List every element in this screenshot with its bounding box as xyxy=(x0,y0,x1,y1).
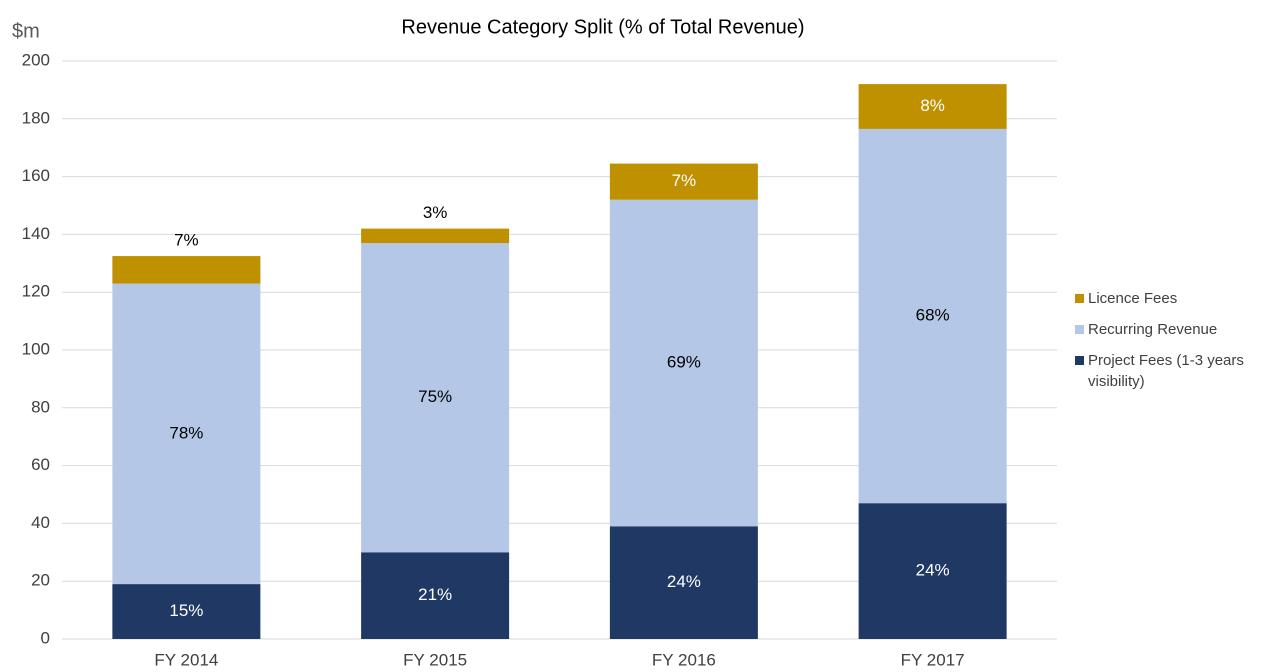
data-label: 3% xyxy=(423,203,448,222)
legend-label: Recurring Revenue xyxy=(1088,321,1218,338)
x-tick-label: FY 2014 xyxy=(154,650,218,669)
bar-segment xyxy=(112,584,261,639)
y-tick-label: 140 xyxy=(22,224,50,243)
data-label: 24% xyxy=(916,561,950,580)
legend-label: Project Fees (1-3 years visibility) xyxy=(1088,352,1244,390)
y-axis-label: $m xyxy=(12,20,40,42)
data-label: 24% xyxy=(667,572,701,591)
data-label: 7% xyxy=(672,171,697,190)
x-tick-label: FY 2016 xyxy=(652,650,716,669)
data-label: 69% xyxy=(667,352,701,371)
bar-segment xyxy=(858,84,1007,129)
legend-item: Recurring Revenue xyxy=(1075,319,1280,340)
bar-segment xyxy=(609,163,758,200)
bar-segment xyxy=(609,526,758,639)
data-label: 68% xyxy=(916,306,950,325)
y-tick-label: 160 xyxy=(22,166,50,185)
data-label: 15% xyxy=(169,601,203,620)
y-tick-label: 80 xyxy=(31,397,50,416)
y-tick-label: 120 xyxy=(22,282,50,301)
bar-segment xyxy=(361,228,510,244)
x-tick-label: FY 2017 xyxy=(901,650,965,669)
bar-segment xyxy=(361,552,510,639)
y-tick-label: 40 xyxy=(31,513,50,532)
legend-swatch xyxy=(1075,294,1084,303)
bar-segment xyxy=(112,256,261,284)
y-tick-label: 180 xyxy=(22,108,50,127)
bar-segment xyxy=(858,503,1007,639)
bar-segment xyxy=(858,128,1007,504)
data-label: 78% xyxy=(169,423,203,442)
bar-segment xyxy=(112,283,261,585)
data-label: 21% xyxy=(418,585,452,604)
legend-item: Licence Fees xyxy=(1075,288,1280,309)
bar-segment xyxy=(361,243,510,553)
data-label: 75% xyxy=(418,387,452,406)
x-tick-label: FY 2015 xyxy=(403,650,467,669)
y-tick-label: 20 xyxy=(31,571,50,590)
y-tick-label: 200 xyxy=(22,50,50,69)
legend: Licence Fees Recurring Revenue Project Fee… xyxy=(1075,288,1280,402)
legend-swatch xyxy=(1075,325,1084,334)
y-tick-label: 60 xyxy=(31,455,50,474)
y-tick-label: 100 xyxy=(22,339,50,358)
chart-title: Revenue Category Split (% of Total Reven… xyxy=(401,16,804,38)
y-tick-label: 0 xyxy=(41,628,50,647)
data-label: 8% xyxy=(920,96,945,115)
data-label: 7% xyxy=(174,231,199,250)
legend-swatch xyxy=(1075,356,1084,365)
legend-item: Project Fees (1-3 years visibility) xyxy=(1075,350,1280,392)
legend-label: Licence Fees xyxy=(1088,290,1178,307)
bar-segment xyxy=(609,199,758,527)
